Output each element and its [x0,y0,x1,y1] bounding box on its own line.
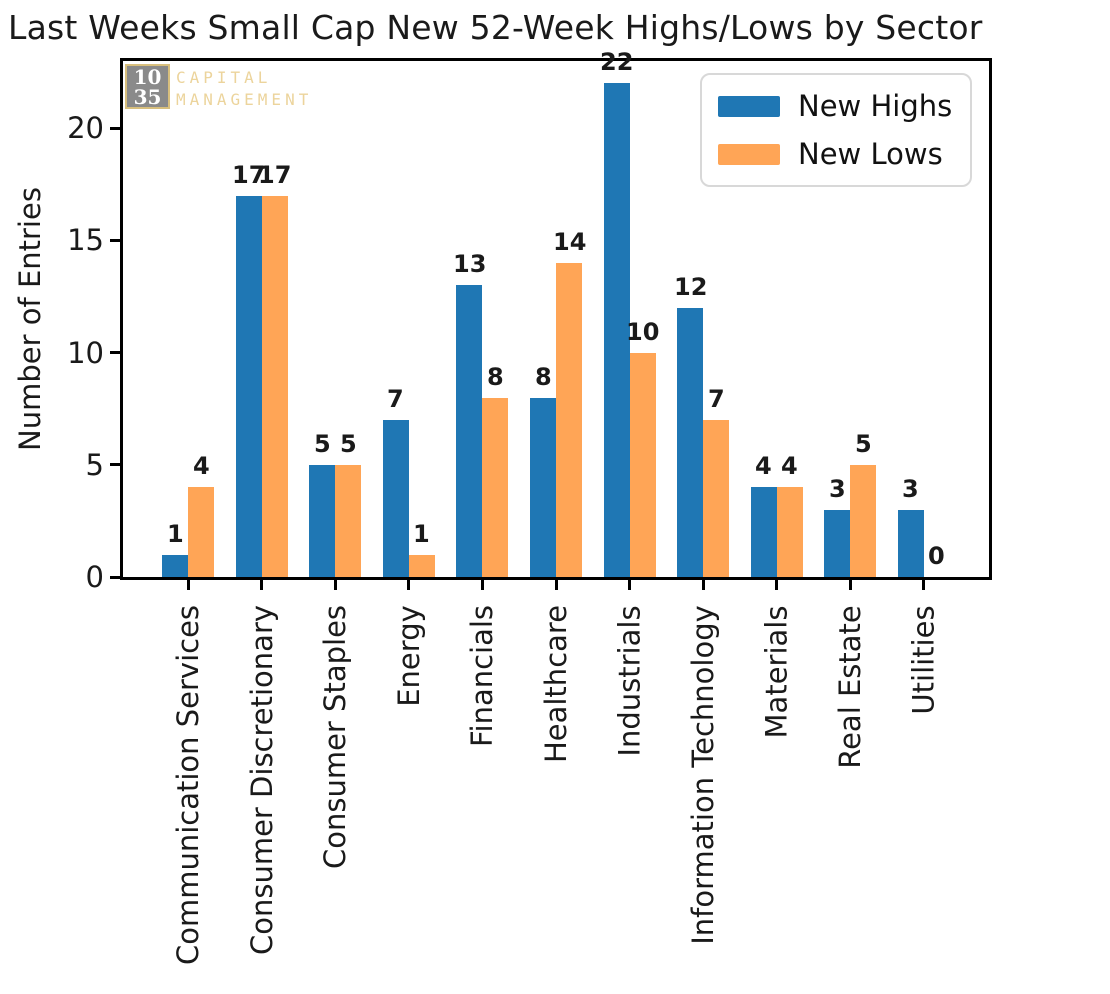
bar-value-label: 4 [781,452,798,480]
x-tick-label: Materials [759,605,794,739]
x-tick-label: Consumer Staples [318,604,353,870]
bar-value-label: 3 [902,475,919,503]
y-tick-mark [110,463,120,466]
legend-item-new-lows: New Lows [718,137,952,171]
bar-value-label: 0 [928,542,945,570]
bar-new-lows [629,353,656,577]
bar-new-lows [556,263,582,577]
bar-value-label: 7 [708,385,725,413]
y-tick-label: 10 [67,336,104,370]
bar-value-label: 5 [340,430,357,458]
y-tick-label: 0 [85,560,104,594]
legend-label-new-highs: New Highs [798,89,953,123]
bar-value-label: 10 [626,318,660,346]
bar-new-highs [824,510,851,577]
bar-new-highs [456,285,483,577]
x-tick-mark [187,580,190,590]
x-tick-mark [849,580,852,590]
bar-value-label: 14 [553,228,587,256]
x-tick-mark [775,580,778,590]
y-tick-mark [110,576,120,579]
bar-new-highs [750,487,777,577]
bar-new-lows [850,465,877,577]
legend-label-new-lows: New Lows [798,137,943,171]
legend-swatch-new-highs [718,95,780,117]
x-tick-mark [702,580,705,590]
x-tick-label: Financials [465,604,500,748]
y-tick-label: 15 [67,223,104,257]
logo-1035-square-icon: 10 35 [125,64,170,109]
x-tick-label: Utilities [906,605,941,715]
legend-swatch-new-lows [718,143,780,165]
bar-new-lows [261,196,288,577]
y-tick-mark [110,239,120,242]
logo-text-capital: CAPITAL [176,68,272,87]
bar-value-label: 17 [232,161,266,189]
bar-new-lows [776,487,803,577]
bar-value-label: 3 [829,475,846,503]
y-tick-label: 5 [85,448,104,482]
bar-value-label: 5 [855,430,872,458]
x-tick-label: Real Estate [832,605,867,769]
bar-value-label: 22 [600,48,634,76]
x-tick-label: Information Technology [685,605,720,945]
x-tick-mark [481,580,484,590]
bar-new-highs [309,465,336,577]
bar-new-highs [382,420,409,577]
bar-new-highs [162,555,189,577]
bar-value-label: 13 [453,250,487,278]
y-tick-mark [110,127,120,130]
x-tick-mark [334,580,337,590]
bar-value-label: 17 [258,161,292,189]
logo-wordmark: CAPITAL MANAGEMENT [176,64,312,111]
bar-value-label: 1 [413,520,430,548]
bar-value-label: 4 [193,452,210,480]
bar-value-label: 12 [674,273,708,301]
logo-number-top: 10 [133,65,162,89]
x-tick-label: Consumer Discretionary [245,604,280,956]
bar-new-highs [235,196,262,577]
x-tick-mark [628,580,631,590]
bar-value-label: 8 [487,363,504,391]
bar-value-label: 7 [387,385,404,413]
x-tick-mark [407,580,410,590]
bar-new-lows [188,487,215,577]
bar-value-label: 4 [755,452,772,480]
bar-new-highs [677,308,704,577]
bar-value-label: 8 [535,363,552,391]
x-tick-label: Energy [391,605,426,707]
bar-new-lows [408,555,435,577]
x-tick-label: Healthcare [539,604,574,764]
bar-new-highs [530,398,556,577]
logo-number-bottom: 35 [133,85,162,109]
y-tick-label: 20 [67,111,104,145]
y-tick-mark [110,351,120,354]
capital-management-logo: 10 35 CAPITAL MANAGEMENT [125,64,312,111]
legend: New Highs New Lows [700,73,973,187]
bar-new-lows [482,398,509,577]
bar-value-label: 5 [314,430,331,458]
bar-new-highs [897,510,924,577]
x-tick-mark [922,580,925,590]
bar-new-highs [603,83,630,577]
legend-item-new-highs: New Highs [718,89,952,123]
bar-new-lows [703,420,730,577]
x-tick-mark [555,580,558,590]
chart-title: Last Weeks Small Cap New 52-Week Highs/L… [8,8,983,47]
x-tick-label: Industrials [612,605,647,757]
bar-new-lows [335,465,362,577]
bar-value-label: 1 [167,520,184,548]
x-tick-mark [260,580,263,590]
logo-text-management: MANAGEMENT [176,90,313,109]
x-tick-label: Communication Services [171,604,206,966]
